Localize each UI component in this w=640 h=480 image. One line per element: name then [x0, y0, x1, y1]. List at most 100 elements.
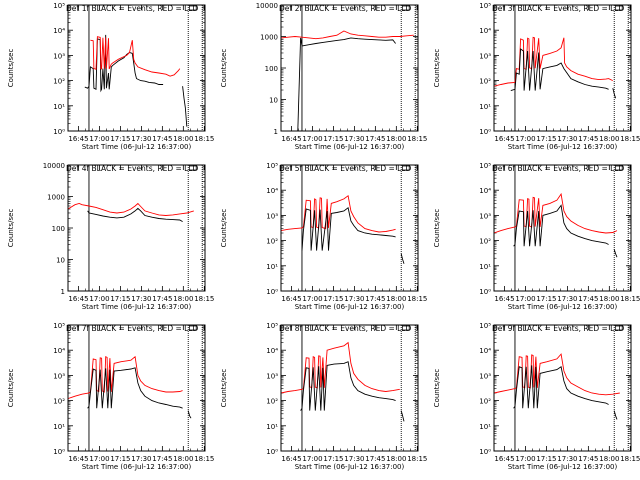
- plot-frame: [67, 164, 206, 292]
- y-tick-label: 10⁵: [53, 2, 65, 10]
- y-tick-label: 10²: [479, 78, 491, 86]
- series-line-second: [513, 204, 609, 247]
- y-tick-label: 10¹: [53, 103, 65, 111]
- x-tick-label: 17:45: [365, 455, 385, 463]
- series-line-second: [87, 207, 183, 222]
- x-axis-label: Start Time (06-Jul-12 16:37:00): [295, 303, 405, 311]
- y-tick-label: 1: [274, 128, 278, 136]
- x-tick-label: 17:30: [557, 135, 577, 143]
- x-tick-label: 17:00: [302, 455, 322, 463]
- y-tick-label: 10⁵: [53, 322, 65, 330]
- detector-panel-8: Det 8f BLACK = Events, RED = LLD 10⁰ 10¹ 10…: [220, 322, 427, 471]
- x-tick-label: 17:15: [110, 455, 130, 463]
- y-tick-label: 10¹: [479, 263, 491, 271]
- y-tick-label: 10000: [256, 2, 278, 10]
- x-tick-label: 18:15: [620, 455, 640, 463]
- plot-frame: [280, 4, 419, 132]
- y-tick-label: 10³: [479, 212, 491, 220]
- x-tick-label: 18:15: [194, 295, 214, 303]
- y-tick-label: 10¹: [266, 263, 278, 271]
- y-tick-label: 10²: [53, 78, 65, 86]
- detector-panel-7: Det 7f BLACK = Events, RED = LLD 10⁰ 10¹ 10…: [7, 322, 214, 471]
- x-tick-label: 18:15: [407, 295, 427, 303]
- y-tick-label: 10: [56, 257, 65, 265]
- panel-title: Det 6f BLACK = Events, RED = LLD: [492, 164, 625, 173]
- series-line-first: [281, 30, 414, 40]
- y-tick-label: 10¹: [479, 103, 491, 111]
- y-tick-label: 10²: [266, 238, 278, 246]
- panel-title: Det 2f BLACK = Events, RED = LLD: [279, 4, 412, 13]
- x-axis-label: Start Time (06-Jul-12 16:37:00): [508, 143, 618, 151]
- x-axis-label: Start Time (06-Jul-12 16:37:00): [295, 463, 405, 471]
- y-tick-label: 10³: [266, 372, 278, 380]
- x-tick-label: 17:45: [152, 455, 172, 463]
- plot-frame: [280, 324, 419, 452]
- x-tick-label: 16:45: [281, 455, 301, 463]
- x-tick-label: 17:15: [536, 135, 556, 143]
- y-tick-label: 10¹: [479, 423, 491, 431]
- y-axis-label: Counts/sec: [433, 369, 441, 408]
- y-tick-label: 1000: [47, 194, 65, 202]
- y-tick-label: 10⁰: [53, 448, 65, 456]
- x-tick-label: 17:45: [152, 295, 172, 303]
- x-tick-label: 18:00: [173, 135, 193, 143]
- y-tick-label: 10⁴: [479, 27, 491, 35]
- detector-panel-5: Det 5f BLACK = Events, RED = LLD 10⁰ 10¹ 10…: [220, 162, 427, 311]
- y-tick-label: 10⁴: [53, 27, 65, 35]
- x-axis-label: Start Time (06-Jul-12 16:37:00): [508, 463, 618, 471]
- y-axis-label: Counts/sec: [220, 209, 228, 248]
- plot-frame: [493, 164, 632, 292]
- x-axis-label: Start Time (06-Jul-12 16:37:00): [82, 303, 192, 311]
- plot-frame: [280, 164, 419, 292]
- x-tick-label: 16:45: [494, 455, 514, 463]
- x-tick-label: 17:30: [344, 455, 364, 463]
- x-tick-label: 17:15: [323, 135, 343, 143]
- series-line-first: [494, 192, 618, 234]
- detector-panel-3: Det 3f BLACK = Events, RED = LLD 10⁰ 10¹ 10…: [433, 2, 640, 151]
- y-tick-label: 10⁴: [266, 347, 278, 355]
- x-tick-label: 17:00: [89, 295, 109, 303]
- detector-panel-9: Det 9f BLACK = Events, RED = LLD 10⁰ 10¹ 10…: [433, 322, 640, 471]
- y-axis-label: Counts/sec: [7, 369, 15, 408]
- series-line-second: [187, 410, 192, 419]
- series-line-second: [301, 207, 396, 251]
- y-tick-label: 10¹: [266, 423, 278, 431]
- y-tick-label: 10²: [266, 398, 278, 406]
- series-line-second: [612, 88, 617, 99]
- y-tick-label: 10²: [479, 238, 491, 246]
- y-tick-label: 10⁵: [479, 2, 491, 10]
- x-tick-label: 16:45: [494, 295, 514, 303]
- x-tick-label: 18:15: [407, 135, 427, 143]
- x-tick-label: 17:30: [344, 135, 364, 143]
- x-tick-label: 16:45: [494, 135, 514, 143]
- y-tick-label: 10³: [479, 52, 491, 60]
- interval-marker: [402, 5, 410, 11]
- x-axis-label: Start Time (06-Jul-12 16:37:00): [295, 143, 405, 151]
- y-tick-label: 1: [61, 288, 65, 296]
- y-tick-label: 10²: [479, 398, 491, 406]
- detector-panel-2: Det 2f BLACK = Events, RED = LLD 1 10 100 10…: [220, 2, 427, 151]
- series-line-first: [84, 34, 164, 93]
- x-tick-label: 17:15: [536, 295, 556, 303]
- series-line-second: [300, 361, 396, 411]
- y-axis-label: Counts/sec: [220, 369, 228, 408]
- series-line-second: [90, 36, 181, 77]
- x-tick-label: 17:00: [89, 455, 109, 463]
- y-tick-label: 100: [52, 225, 65, 233]
- x-tick-label: 17:00: [515, 135, 535, 143]
- panel-title: Det 4f BLACK = Events, RED = LLD: [66, 164, 199, 173]
- series-line-second: [613, 410, 618, 420]
- x-tick-label: 16:45: [281, 135, 301, 143]
- y-tick-label: 10¹: [53, 423, 65, 431]
- series-line-first: [281, 341, 400, 394]
- x-tick-label: 18:00: [173, 455, 193, 463]
- x-axis-label: Start Time (06-Jul-12 16:37:00): [82, 143, 192, 151]
- series-line-first: [68, 202, 194, 216]
- x-tick-label: 17:45: [365, 295, 385, 303]
- x-tick-label: 17:45: [578, 455, 598, 463]
- interval-marker: [615, 5, 623, 11]
- x-tick-label: 17:45: [578, 295, 598, 303]
- series-line-first: [68, 355, 183, 400]
- x-tick-label: 17:15: [536, 455, 556, 463]
